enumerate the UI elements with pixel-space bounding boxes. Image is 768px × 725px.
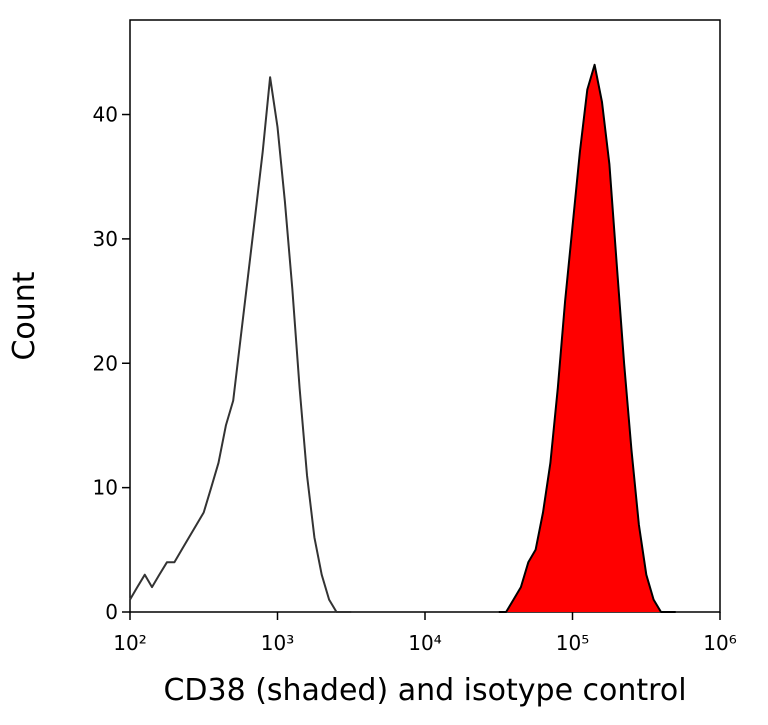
x-tick-label: 10⁴ bbox=[408, 631, 441, 655]
line bbox=[129, 76, 352, 613]
area bbox=[498, 64, 676, 613]
y-tick-label: 20 bbox=[93, 351, 118, 375]
y-tick-label: 30 bbox=[93, 227, 118, 251]
x-tick-label: 10³ bbox=[261, 631, 294, 655]
x-tick-label: 10⁶ bbox=[703, 631, 736, 655]
x-tick-label: 10² bbox=[113, 631, 146, 655]
x-tick-label: 10⁵ bbox=[556, 631, 589, 655]
line bbox=[498, 63, 676, 613]
y-tick-label: 40 bbox=[93, 103, 118, 127]
y-tick-label: 10 bbox=[93, 476, 118, 500]
y-tick-label: 0 bbox=[105, 600, 118, 624]
y-axis-label: Count bbox=[7, 271, 42, 360]
x-axis-label: CD38 (shaded) and isotype control bbox=[163, 673, 686, 708]
